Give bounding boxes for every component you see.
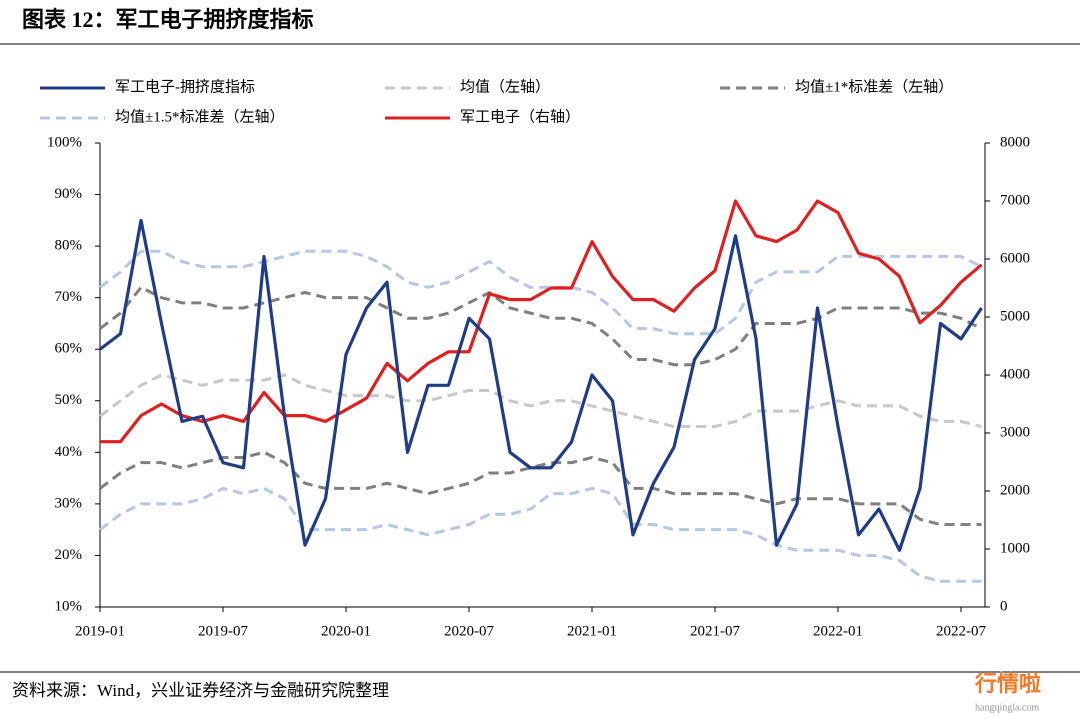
series-line bbox=[99, 486, 982, 583]
y-tick-label: 60% bbox=[55, 341, 83, 357]
y-tick-label: 70% bbox=[55, 289, 83, 305]
y2-tick-label: 0 bbox=[1000, 598, 1008, 614]
x-tick-label: 2022-01 bbox=[813, 623, 863, 639]
y-tick-label: 10% bbox=[55, 598, 83, 614]
y2-tick-label: 8000 bbox=[1000, 134, 1030, 150]
y-tick-label: 80% bbox=[55, 238, 83, 254]
watermark-url: hangqingla.com bbox=[975, 702, 1039, 713]
y2-tick-label: 5000 bbox=[1000, 308, 1030, 324]
x-tick-label: 2019-07 bbox=[198, 623, 248, 639]
y2-tick-label: 3000 bbox=[1000, 424, 1030, 440]
x-tick-label: 2020-01 bbox=[321, 623, 371, 639]
y2-tick-label: 2000 bbox=[1000, 482, 1030, 498]
y-tick-label: 100% bbox=[47, 134, 82, 150]
y-tick-label: 50% bbox=[55, 392, 83, 408]
y2-tick-label: 7000 bbox=[1000, 192, 1030, 208]
y2-tick-label: 1000 bbox=[1000, 540, 1030, 556]
legend-label: 均值（左轴） bbox=[460, 78, 550, 95]
series-line bbox=[99, 373, 982, 429]
x-tick-label: 2021-01 bbox=[567, 623, 617, 639]
y2-tick-label: 4000 bbox=[1000, 366, 1030, 382]
chart-title: 图表 12：军工电子拥挤度指标 bbox=[22, 7, 314, 32]
series-line bbox=[99, 218, 983, 552]
x-tick-label: 2019-01 bbox=[75, 623, 125, 639]
series-line bbox=[99, 450, 982, 527]
x-tick-label: 2020-07 bbox=[444, 623, 494, 639]
legend-label: 均值±1.5*标准差（左轴） bbox=[115, 108, 284, 125]
source-note: 资料来源：Wind，兴业证券经济与金融研究院整理 bbox=[12, 681, 389, 700]
x-tick-label: 2022-07 bbox=[936, 623, 986, 639]
y2-tick-label: 6000 bbox=[1000, 250, 1030, 266]
y-tick-label: 40% bbox=[55, 444, 83, 460]
y-tick-label: 90% bbox=[55, 186, 83, 202]
y-tick-label: 30% bbox=[55, 495, 83, 511]
legend-label: 均值±1*标准差（左轴） bbox=[795, 78, 953, 95]
series-line bbox=[99, 249, 983, 336]
watermark: 行情啦 bbox=[974, 671, 1041, 696]
series-line bbox=[99, 285, 983, 367]
legend-label: 军工电子（右轴） bbox=[460, 108, 580, 125]
x-tick-label: 2021-07 bbox=[690, 623, 740, 639]
series-line bbox=[100, 199, 983, 444]
legend-label: 军工电子-拥挤度指标 bbox=[115, 78, 255, 95]
y-tick-label: 20% bbox=[55, 547, 83, 563]
